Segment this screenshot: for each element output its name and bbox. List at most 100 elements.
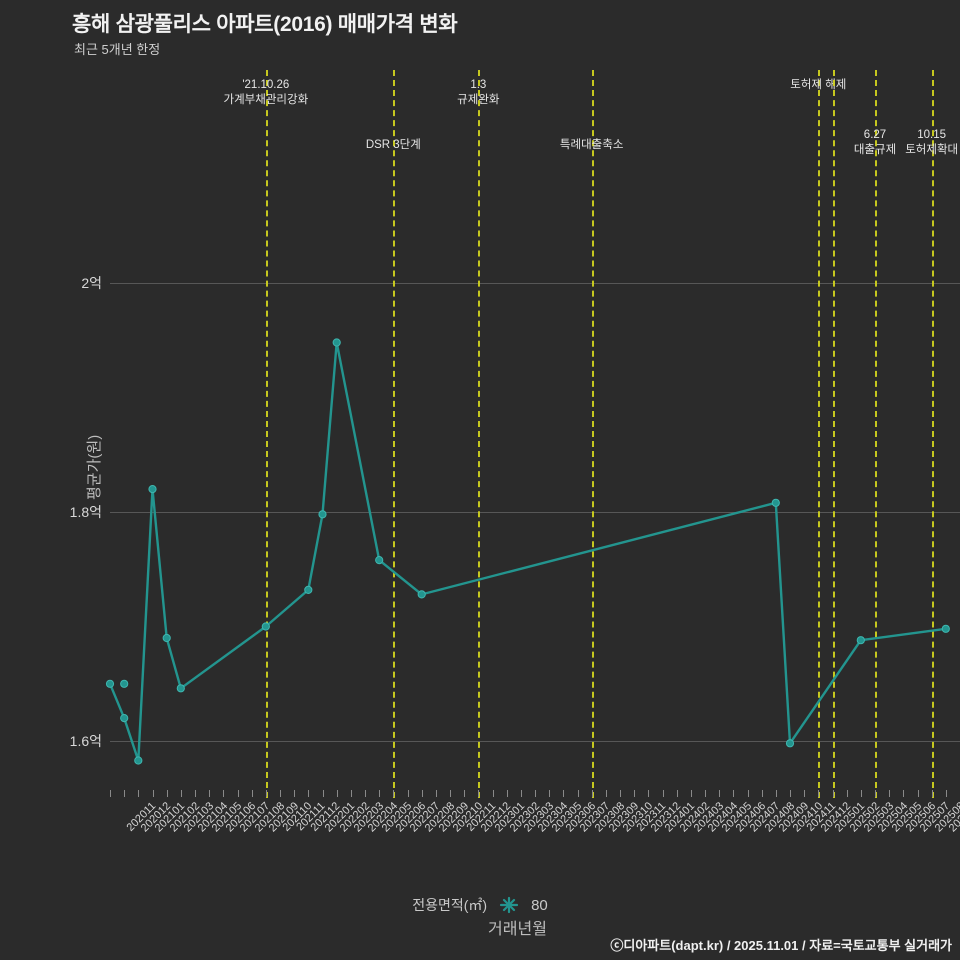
data-point[interactable] [318,510,327,519]
event-annotation-label: 10.15 토허제확대 [905,129,959,156]
gridline [110,741,960,742]
event-vertical-line [931,70,934,798]
event-annotation-label: 토허제 해제 [790,79,847,91]
x-tick [535,790,536,797]
x-tick [747,790,749,797]
data-point[interactable] [785,739,795,748]
data-point[interactable] [941,624,950,633]
x-tick [875,790,876,797]
x-tick [860,790,862,797]
data-point[interactable] [120,679,129,688]
event-vertical-line [265,70,268,798]
data-point[interactable] [148,485,157,494]
x-tick [152,790,154,797]
event-annotation-label: 6.27 대출규제 [853,129,897,156]
y-tick-label: 1.6억 [69,733,102,749]
data-point[interactable] [856,636,865,645]
x-tick [365,790,366,797]
event-vertical-line [478,70,481,798]
x-tick [591,790,593,797]
legend-value: 80 [531,896,548,914]
data-point[interactable] [771,498,780,507]
x-tick [478,790,480,797]
chart-title: 흥해 삼광풀리스 아파트(2016) 매매가격 변화 [72,13,458,36]
x-tick [407,790,409,797]
data-point[interactable] [261,622,270,631]
x-tick [945,790,947,797]
x-tick [166,790,168,797]
star-marker-icon [497,896,521,914]
x-tick [379,790,381,797]
x-tick [605,790,607,797]
x-tick [209,790,211,797]
legend: 전용면적(㎡) 80 [0,895,960,915]
chart-subtitle: 최근 5개년 한정 [74,42,161,57]
x-tick [620,790,621,797]
data-point[interactable] [304,585,313,595]
x-tick [393,790,395,797]
x-tick [336,790,338,797]
data-point[interactable] [176,684,185,693]
x-tick [818,790,820,797]
x-tick [251,790,253,797]
x-tick [492,790,494,797]
x-tick [421,790,423,797]
event-annotation-label: '21.10.26 가계부채관리강화 [223,79,309,106]
data-point[interactable] [105,679,115,688]
x-tick [464,790,466,797]
x-tick [195,790,196,797]
x-tick [634,790,636,797]
x-tick [549,790,551,797]
data-point[interactable] [417,590,426,599]
x-tick [676,790,678,797]
x-tick [180,790,182,797]
legend-label: 전용면적(㎡) [412,897,488,913]
x-tick [223,790,225,797]
x-tick [846,790,848,797]
data-point[interactable] [375,556,384,565]
data-point[interactable] [120,714,129,723]
x-tick [903,790,905,797]
x-tick [520,790,522,797]
x-tick [832,790,834,797]
x-tick [450,790,451,797]
event-vertical-line [393,70,396,798]
x-tick [322,790,324,797]
series-line [108,341,946,762]
data-point[interactable] [332,338,341,347]
event-vertical-line [875,70,877,798]
x-tick [889,790,891,797]
x-tick [577,790,579,797]
y-tick-label: 1.8억 [69,504,102,520]
x-tick [435,790,437,797]
event-annotation-label: DSR 3단계 [365,139,421,151]
gridline [110,283,960,284]
data-point[interactable] [162,633,171,643]
event-vertical-line [832,70,835,798]
event-vertical-line [818,70,821,798]
x-tick [308,790,310,797]
gridline [110,512,960,513]
event-vertical-line [591,70,594,798]
x-tick [280,790,281,797]
series-layer [105,338,950,765]
x-tick [237,790,239,797]
footer-credit: ⓒ디아파트(dapt.kr) / 2025.11.01 / 자료=국토교통부 실… [610,938,952,953]
data-point[interactable] [134,756,143,765]
x-tick [265,790,267,797]
x-tick [917,790,919,797]
x-tick [804,790,806,797]
x-tick [761,790,763,797]
x-tick [662,790,664,797]
x-tick [775,790,777,797]
x-tick [790,790,791,797]
x-tick [690,790,692,797]
y-tick-label: 2억 [81,275,102,291]
x-tick [733,790,735,797]
plot-area: 평균가(원) 2억 1.8억 1.6억 '21.10.26 가계부채관리강화 DSR 3… [70,70,960,938]
x-tick [138,790,140,797]
x-tick [350,790,352,797]
x-tick [719,790,721,797]
x-tick [294,790,296,797]
x-tick [124,790,126,797]
